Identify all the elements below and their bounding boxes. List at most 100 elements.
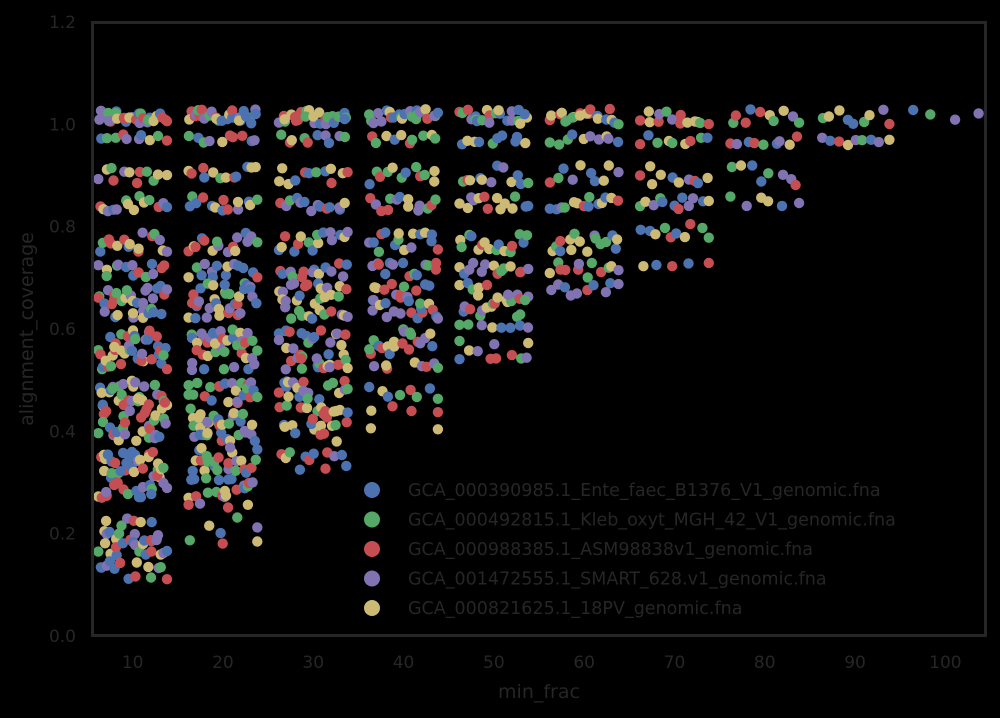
data-point	[298, 376, 309, 388]
data-point	[281, 400, 292, 411]
data-point	[432, 313, 444, 324]
data-point	[521, 352, 532, 363]
data-point	[151, 331, 162, 342]
data-point	[339, 375, 350, 387]
data-point	[341, 259, 352, 270]
data-point	[492, 292, 503, 303]
data-point	[186, 364, 198, 376]
data-point	[121, 133, 132, 145]
data-point	[506, 349, 518, 361]
data-point	[400, 167, 411, 178]
data-point	[252, 345, 263, 356]
data-point	[93, 260, 104, 271]
data-point	[185, 403, 196, 414]
data-point	[339, 197, 350, 209]
data-point	[112, 309, 123, 321]
data-point	[673, 177, 684, 188]
data-point	[235, 327, 246, 338]
data-point	[382, 391, 394, 402]
data-point	[249, 435, 261, 447]
legend-label: GCA_001472555.1_SMART_628.v1_genomic.fna	[408, 570, 827, 590]
data-point	[114, 557, 126, 569]
data-point	[136, 348, 148, 359]
data-point	[817, 132, 828, 143]
data-point	[521, 230, 533, 241]
data-point	[294, 290, 305, 301]
data-point	[493, 105, 504, 116]
data-point	[784, 139, 795, 150]
data-point	[643, 106, 654, 117]
data-point	[232, 299, 243, 310]
data-point	[341, 284, 352, 295]
data-point	[323, 349, 334, 360]
data-point	[697, 222, 708, 234]
data-point	[432, 424, 444, 435]
data-point	[432, 107, 444, 119]
data-point	[381, 311, 392, 323]
data-point	[379, 284, 390, 295]
data-point	[314, 107, 325, 118]
data-point	[659, 222, 671, 234]
data-point	[389, 341, 400, 352]
data-point	[426, 236, 437, 247]
data-point	[653, 116, 664, 128]
data-point	[104, 556, 116, 567]
data-point	[394, 191, 405, 203]
data-point	[382, 204, 394, 216]
data-point	[250, 454, 261, 465]
data-point	[925, 109, 936, 120]
data-point	[777, 169, 789, 180]
data-point	[339, 113, 350, 125]
data-point	[130, 571, 141, 582]
data-point	[512, 170, 523, 181]
data-point	[476, 320, 487, 331]
data-point	[515, 118, 526, 129]
data-point	[131, 557, 142, 568]
data-point	[466, 231, 477, 242]
data-point	[651, 259, 662, 271]
data-point	[406, 242, 417, 253]
data-point	[679, 231, 691, 243]
data-point	[111, 287, 122, 299]
data-point	[731, 138, 743, 150]
data-point	[589, 176, 601, 187]
plot-frame	[91, 21, 987, 637]
data-point	[373, 259, 384, 270]
data-point	[560, 264, 571, 276]
data-point	[250, 161, 261, 173]
data-point	[464, 175, 476, 186]
data-point	[418, 130, 429, 141]
data-point	[212, 465, 223, 476]
data-point	[112, 240, 123, 251]
data-point	[326, 235, 338, 246]
data-point	[113, 528, 125, 539]
data-point	[640, 196, 651, 207]
data-point	[144, 325, 155, 336]
data-point	[612, 136, 624, 148]
data-point	[183, 130, 195, 142]
data-point	[507, 203, 518, 214]
data-point	[232, 196, 244, 208]
data-point	[246, 462, 257, 473]
legend-marker	[364, 570, 380, 587]
data-point	[201, 312, 212, 323]
data-point	[287, 420, 298, 431]
data-point	[730, 110, 742, 121]
data-point	[677, 192, 688, 203]
data-point	[320, 463, 331, 474]
data-point	[219, 279, 230, 290]
data-point	[472, 346, 483, 357]
data-point	[303, 237, 314, 248]
data-point	[313, 237, 324, 249]
data-point	[429, 165, 440, 177]
data-point	[277, 286, 289, 297]
data-point	[196, 104, 207, 116]
data-point	[481, 279, 493, 291]
data-point	[367, 305, 378, 316]
data-point	[613, 265, 624, 276]
data-point	[884, 134, 895, 145]
data-point	[482, 203, 493, 214]
data-point	[199, 465, 210, 476]
data-point	[156, 308, 167, 320]
